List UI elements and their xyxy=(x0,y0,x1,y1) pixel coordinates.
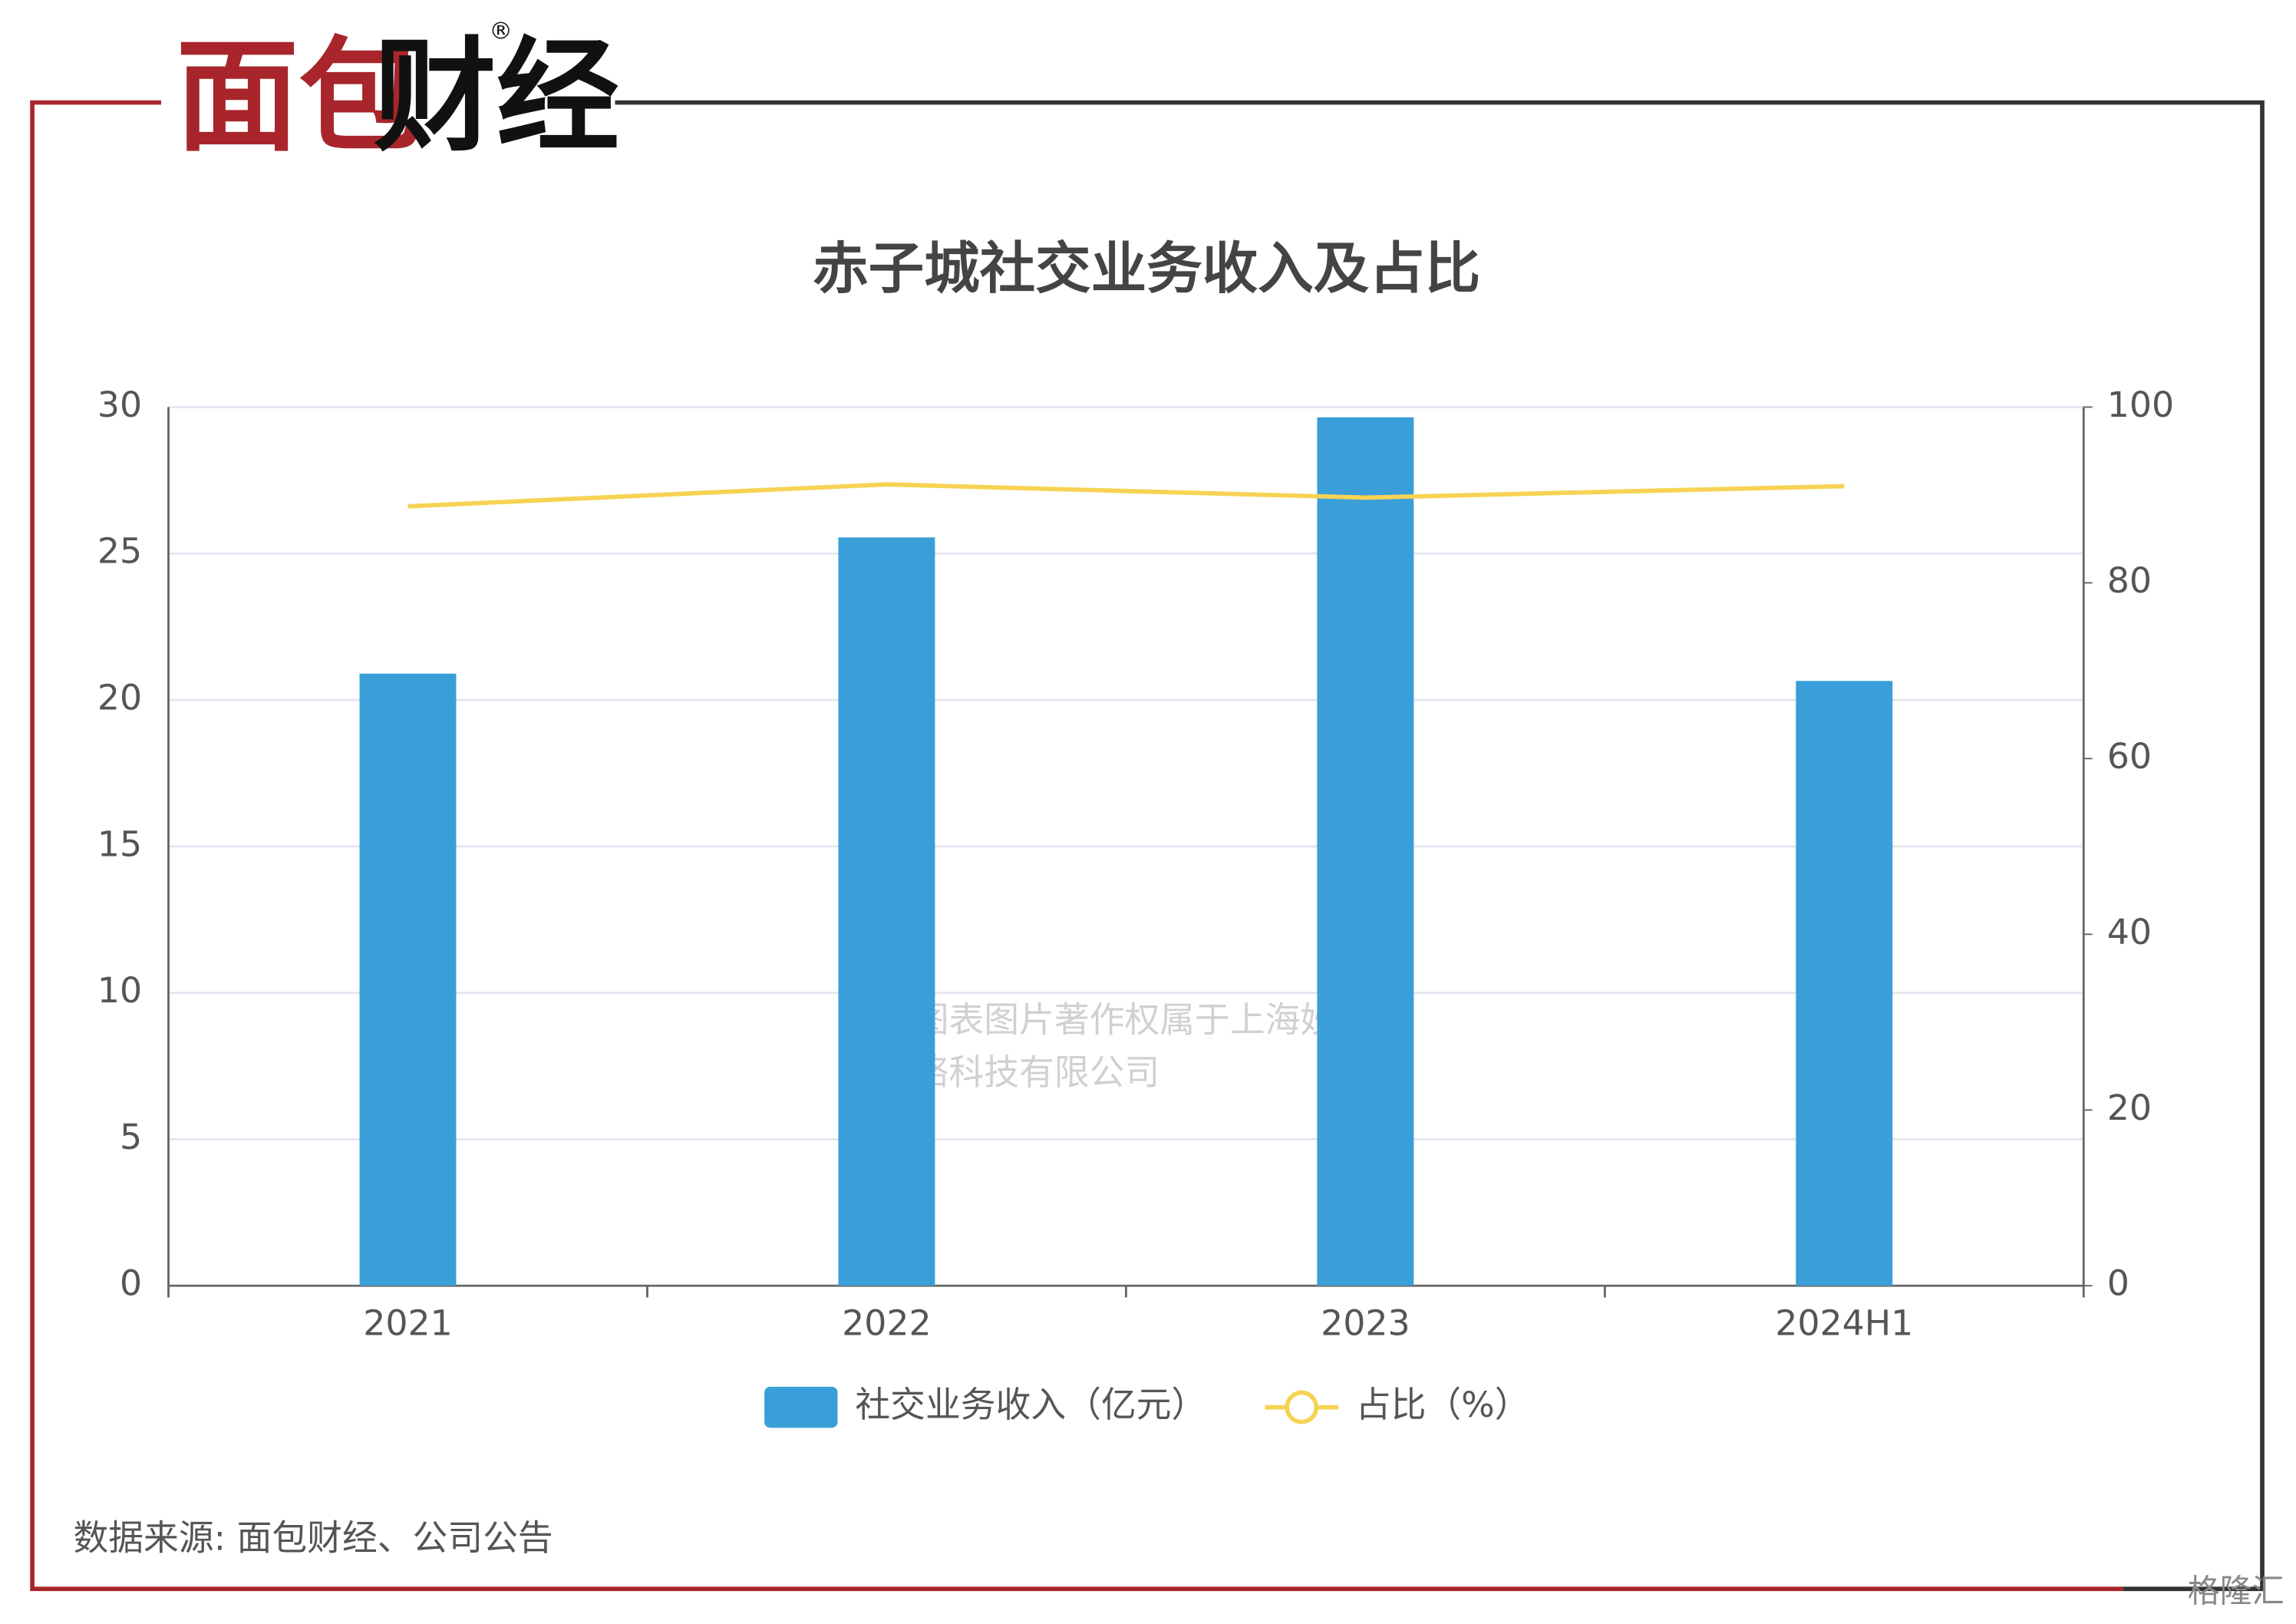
x-tick-label: 2022 xyxy=(842,1302,932,1343)
plot: 0 5 10 15 20 25 30 0 20 40 60 80 100 2021 2022 2023 2024… xyxy=(97,384,2174,1428)
x-tick-label: 2023 xyxy=(1321,1302,1410,1343)
y2-tick-label: 100 xyxy=(2107,384,2174,425)
y-tick-label: 15 xyxy=(97,823,142,864)
y2-tick-label: 60 xyxy=(2107,735,2152,777)
corner-mark: 格隆汇 xyxy=(2188,1572,2284,1609)
y-tick-label: 20 xyxy=(97,677,142,718)
y-tick-label: 30 xyxy=(97,384,142,425)
line xyxy=(407,482,1845,509)
watermark: 本图表图片著作权属于上海妙探 网络科技有限公司 xyxy=(879,998,1371,1093)
legend-label: 社交业务收入（亿元） xyxy=(855,1384,1206,1425)
y-tick-label: 25 xyxy=(97,530,142,572)
source-note: 数据来源: 面包财经、公司公告 xyxy=(74,1517,553,1559)
y2-tick-label: 0 xyxy=(2107,1263,2129,1304)
legend-label: 占比（%） xyxy=(1356,1384,1530,1425)
bar xyxy=(359,673,457,1286)
logo-registered: ® xyxy=(489,18,513,45)
y-tick-label: 0 xyxy=(120,1263,142,1304)
legend-swatch xyxy=(764,1386,838,1428)
logo-red: 面包 xyxy=(176,25,422,168)
bar xyxy=(1317,417,1414,1286)
logo-black: 财经 xyxy=(374,25,620,168)
y2-tick-label: 40 xyxy=(2107,911,2152,952)
y-tick-label: 10 xyxy=(97,969,142,1011)
y2-tick-label: 80 xyxy=(2107,559,2152,601)
chart-title: 赤子城社交业务收入及占比 xyxy=(813,237,1480,302)
x-tick-label: 2024H1 xyxy=(1775,1302,1913,1343)
y-tick-label: 5 xyxy=(120,1116,142,1157)
bar xyxy=(1796,681,1893,1286)
frame-left xyxy=(30,100,2123,1592)
bar xyxy=(838,537,935,1286)
y2-tick-label: 20 xyxy=(2107,1087,2152,1128)
x-tick-label: 2021 xyxy=(363,1302,453,1343)
legend-swatch xyxy=(1285,1390,1319,1424)
watermark-line: 本图表图片著作权属于上海妙探 xyxy=(879,998,1371,1040)
frame-right xyxy=(615,100,2265,1592)
